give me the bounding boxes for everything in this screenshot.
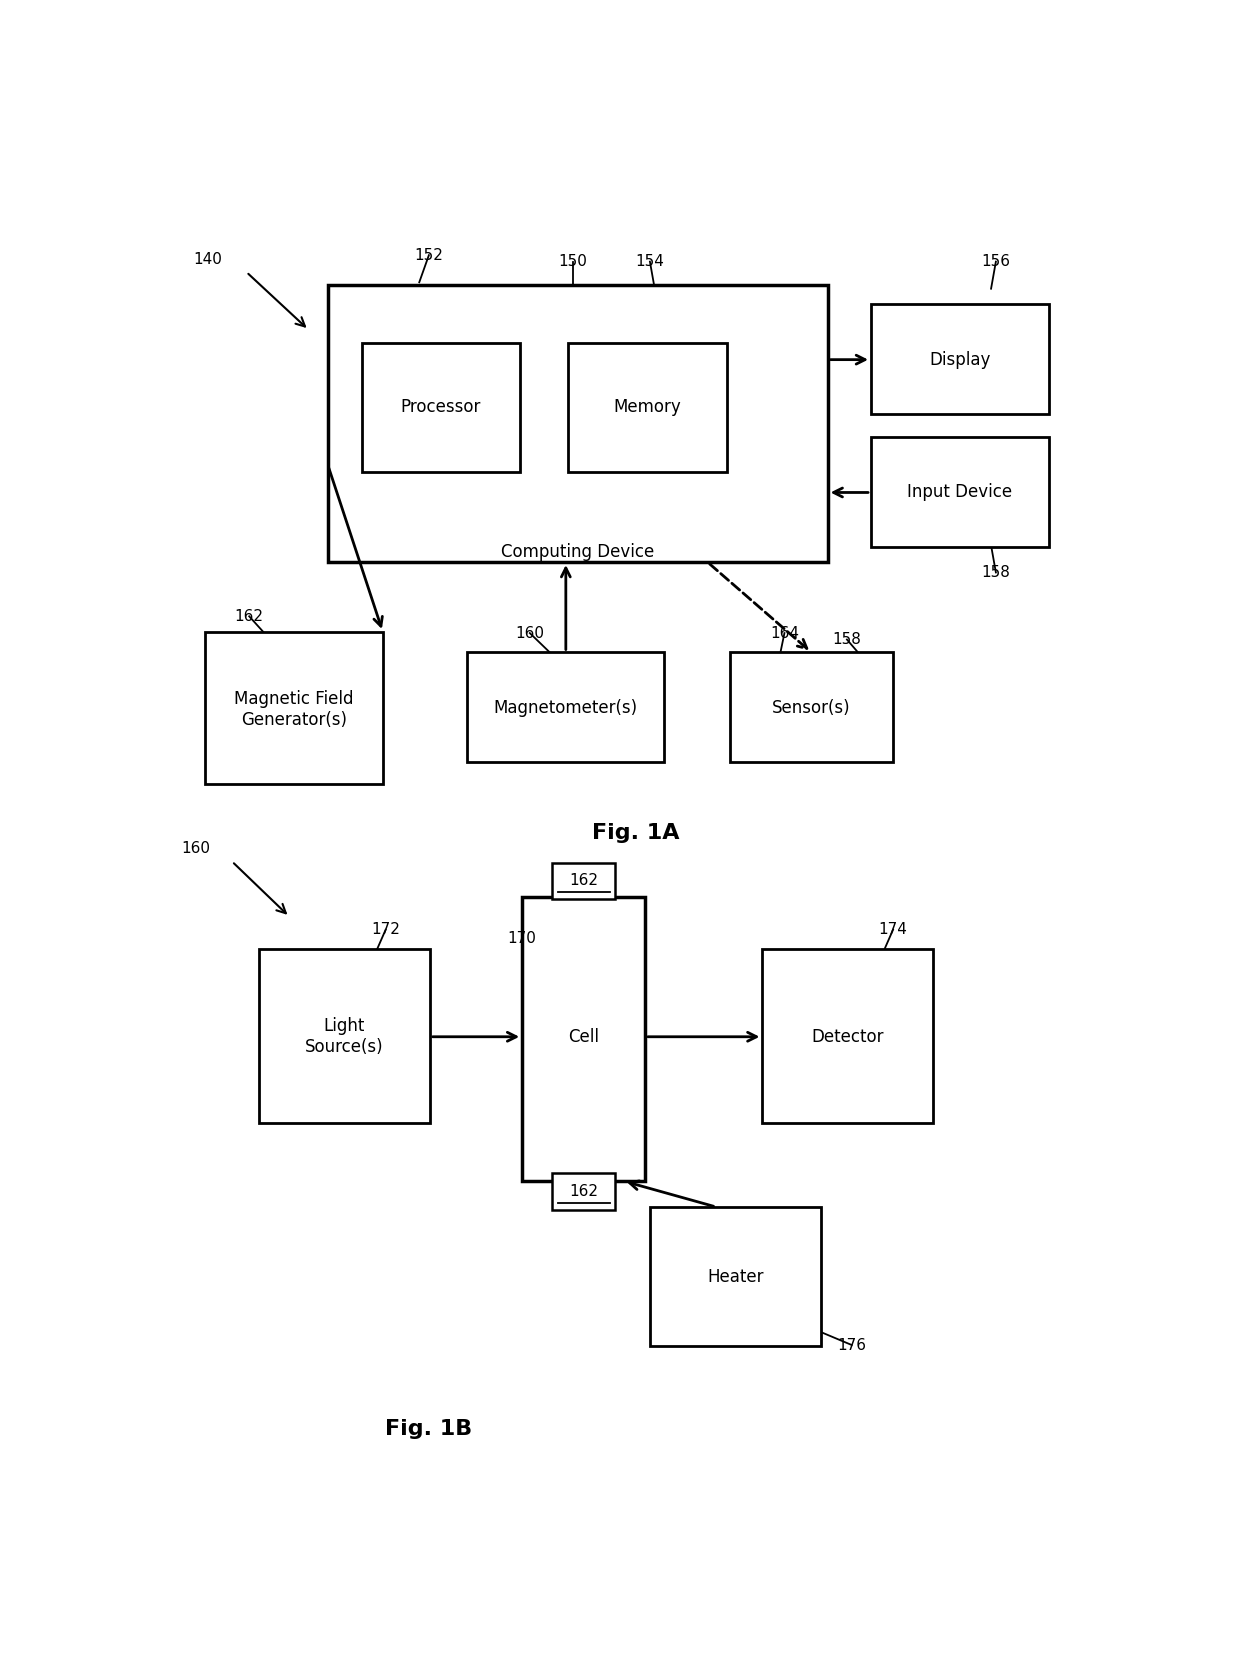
FancyBboxPatch shape: [650, 1208, 821, 1347]
Text: 156: 156: [981, 255, 1011, 270]
Text: 160: 160: [516, 625, 544, 640]
FancyBboxPatch shape: [870, 437, 1049, 546]
Text: Light
Source(s): Light Source(s): [305, 1017, 383, 1057]
Text: Magnetometer(s): Magnetometer(s): [494, 698, 637, 717]
Text: Input Device: Input Device: [908, 484, 1012, 501]
FancyBboxPatch shape: [259, 950, 430, 1124]
Text: Heater: Heater: [707, 1268, 764, 1286]
Text: 140: 140: [193, 251, 222, 266]
FancyBboxPatch shape: [870, 305, 1049, 414]
Text: 152: 152: [414, 248, 444, 263]
FancyBboxPatch shape: [552, 1174, 615, 1209]
Text: Processor: Processor: [401, 399, 481, 417]
Text: Computing Device: Computing Device: [501, 543, 655, 561]
Text: 170: 170: [507, 931, 537, 946]
Text: 158: 158: [981, 564, 1011, 580]
Text: 172: 172: [371, 923, 401, 938]
Text: 176: 176: [837, 1338, 867, 1352]
Text: 162: 162: [234, 608, 264, 623]
FancyBboxPatch shape: [327, 285, 828, 563]
Text: Memory: Memory: [613, 399, 681, 417]
Text: 162: 162: [569, 1184, 598, 1199]
Text: Fig. 1A: Fig. 1A: [591, 822, 680, 843]
Text: 154: 154: [635, 255, 665, 270]
Text: 164: 164: [770, 625, 799, 640]
FancyBboxPatch shape: [522, 898, 645, 1181]
FancyBboxPatch shape: [552, 863, 615, 899]
Text: Magnetic Field
Generator(s): Magnetic Field Generator(s): [234, 690, 353, 729]
Text: Cell: Cell: [568, 1028, 599, 1045]
Text: 174: 174: [879, 923, 908, 938]
FancyBboxPatch shape: [205, 631, 383, 784]
Text: Detector: Detector: [812, 1028, 884, 1045]
FancyBboxPatch shape: [763, 950, 934, 1124]
FancyBboxPatch shape: [467, 653, 665, 762]
Text: 160: 160: [181, 841, 210, 856]
Text: 158: 158: [832, 631, 862, 647]
FancyBboxPatch shape: [568, 343, 727, 472]
Text: Fig. 1B: Fig. 1B: [386, 1419, 472, 1439]
Text: 150: 150: [558, 255, 588, 270]
FancyBboxPatch shape: [729, 653, 893, 762]
Text: Display: Display: [929, 350, 991, 368]
Text: Sensor(s): Sensor(s): [773, 698, 851, 717]
Text: 162: 162: [569, 873, 598, 888]
FancyBboxPatch shape: [362, 343, 521, 472]
